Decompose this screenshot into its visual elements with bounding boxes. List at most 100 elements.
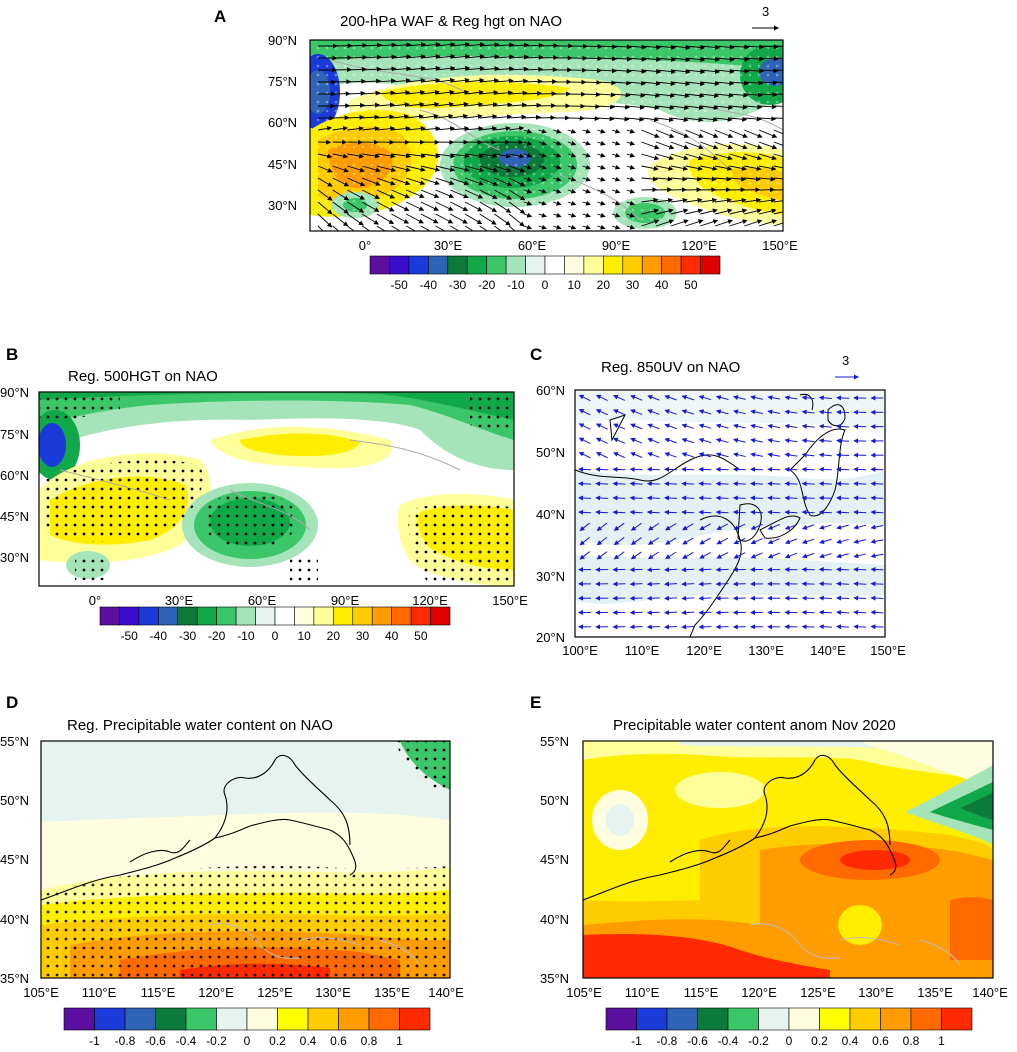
waf-vector xyxy=(435,113,454,119)
waf-vector xyxy=(494,225,502,231)
waf-vector xyxy=(758,116,777,122)
y-tick: 35°N xyxy=(540,971,569,986)
waf-vector xyxy=(626,188,636,194)
wind-vector xyxy=(836,409,850,415)
waf-vector xyxy=(332,126,348,131)
wind-vector xyxy=(767,409,781,415)
waf-vector xyxy=(376,213,395,225)
colorbar-swatch xyxy=(63,1007,95,1031)
waf-vector xyxy=(670,197,688,203)
waf-vector xyxy=(509,126,525,131)
waf-vector xyxy=(641,68,662,74)
waf-vector xyxy=(523,114,542,120)
wind-vector xyxy=(664,624,678,630)
waf-vector xyxy=(494,213,511,226)
waf-vector xyxy=(376,177,396,186)
wind-vector xyxy=(665,523,677,531)
waf-vector xyxy=(700,141,719,150)
wind-vector xyxy=(681,452,695,458)
wind-vector xyxy=(682,523,694,531)
wind-vector xyxy=(595,495,609,501)
waf-vector xyxy=(685,69,706,75)
wind-vector xyxy=(784,552,798,559)
colorbar-label: 20 xyxy=(327,629,341,643)
panel-b-title: Reg. 500HGT on NAO xyxy=(68,368,218,385)
waf-vector xyxy=(509,78,529,84)
colorbar-label: 0 xyxy=(542,278,549,292)
wind-vector xyxy=(836,538,849,544)
wind-vector xyxy=(664,509,678,515)
panel-b-x-ticks: 0° 30°E 60°E 90°E 120°E 150°E xyxy=(89,593,528,608)
waf-vector xyxy=(494,201,512,213)
x-tick: 0° xyxy=(89,593,101,608)
wind-vector xyxy=(630,394,643,401)
waf-vector xyxy=(611,104,631,110)
wind-vector xyxy=(836,624,850,630)
waf-vector xyxy=(685,117,704,123)
waf-vector xyxy=(406,77,426,83)
waf-vector xyxy=(714,80,735,86)
wind-vector xyxy=(853,624,867,630)
wind-vector xyxy=(698,610,712,616)
waf-vector xyxy=(523,200,533,206)
panel-e-title: Precipitable water content anom Nov 2020 xyxy=(613,717,896,734)
waf-vector xyxy=(361,177,381,186)
waf-vector xyxy=(391,213,410,224)
colorbar-swatch xyxy=(277,1007,309,1031)
waf-vector xyxy=(479,114,498,120)
colorbar-swatch xyxy=(603,255,624,275)
wind-vector xyxy=(664,466,678,472)
waf-vector xyxy=(685,129,704,138)
waf-vector xyxy=(597,188,606,194)
waf-vector xyxy=(450,153,470,159)
waf-vector xyxy=(714,56,735,62)
waf-vector xyxy=(523,102,542,108)
colorbar-swatch xyxy=(680,255,701,275)
x-tick: 30°E xyxy=(165,593,194,608)
panel-e-y-ticks: 55°N 50°N 45°N 40°N 35°N xyxy=(540,734,569,986)
y-tick: 55°N xyxy=(0,734,29,749)
x-tick: 0° xyxy=(359,238,371,253)
wind-vector xyxy=(698,452,712,458)
wind-vector xyxy=(664,595,678,601)
y-tick: 60°N xyxy=(0,468,29,483)
x-tick: 30°E xyxy=(434,238,463,253)
waf-vector xyxy=(597,56,618,62)
waf-vector xyxy=(479,213,497,225)
colorbar-label: -0.2 xyxy=(748,1034,769,1048)
waf-vector xyxy=(317,177,333,187)
waf-vector xyxy=(420,42,441,48)
wind-vector xyxy=(698,395,712,401)
waf-vector xyxy=(435,177,455,186)
waf-vector xyxy=(420,153,441,159)
waf-vector xyxy=(611,212,621,218)
wind-vector xyxy=(629,567,643,573)
waf-vector xyxy=(773,153,783,158)
waf-vector xyxy=(508,201,526,214)
waf-vector xyxy=(582,152,591,158)
panel-d-letter: D xyxy=(6,693,18,712)
wind-vector xyxy=(767,509,781,515)
wind-vector xyxy=(698,595,712,601)
colorbar-swatch xyxy=(788,1007,820,1031)
waf-vector xyxy=(435,126,456,132)
waf-vector xyxy=(670,69,691,75)
wind-vector xyxy=(699,551,711,559)
wind-vector xyxy=(750,552,763,559)
wind-vector xyxy=(836,566,850,572)
panel-a-frame xyxy=(309,39,784,232)
wind-vector xyxy=(801,552,815,559)
waf-vector xyxy=(362,78,382,84)
waf-vector xyxy=(567,200,577,206)
waf-vector xyxy=(582,68,602,74)
wind-vector xyxy=(715,423,729,429)
colorbar-swatch xyxy=(196,606,217,626)
y-tick: 40°N xyxy=(0,912,29,927)
colorbar-label: 0.4 xyxy=(842,1034,859,1048)
waf-vector xyxy=(597,128,606,134)
waf-vector xyxy=(464,113,483,119)
waf-vector xyxy=(435,65,456,71)
waf-vector xyxy=(391,153,411,159)
waf-vector xyxy=(420,65,441,71)
colorbar-swatch xyxy=(636,1007,668,1031)
